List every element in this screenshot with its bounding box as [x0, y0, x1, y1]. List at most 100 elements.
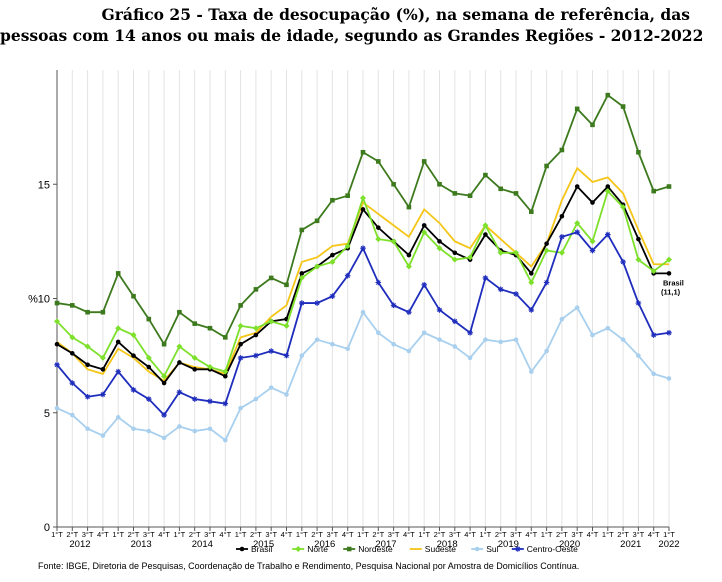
quarter-label: 3°T	[327, 530, 339, 539]
legend-marker	[346, 546, 352, 552]
point-norte	[513, 249, 519, 256]
point-norte	[176, 343, 183, 350]
chart-title-line2: pessoas com 14 anos ou mais de idade, se…	[0, 26, 704, 45]
quarter-label: 2°T	[128, 530, 140, 539]
point-norte	[558, 249, 565, 256]
point-centro-oeste	[589, 247, 596, 254]
point-centro-oeste	[176, 389, 183, 395]
point-brasil	[483, 232, 488, 237]
point-nordeste	[54, 300, 60, 306]
quarter-label: 1°T	[357, 530, 369, 539]
year-label: 2014	[192, 539, 213, 550]
point-norte	[666, 256, 672, 263]
point-norte	[314, 263, 321, 270]
y-tick-label: 10	[38, 294, 50, 306]
point-nordeste	[314, 218, 320, 224]
point-centro-oeste	[84, 393, 91, 400]
y-tick-label: 15	[38, 179, 50, 191]
point-sul	[223, 437, 228, 443]
point-sul	[406, 348, 412, 354]
point-centro-oeste	[635, 300, 642, 306]
point-centro-oeste	[406, 309, 412, 316]
point-brasil	[574, 184, 580, 189]
point-brasil	[70, 351, 75, 356]
point-norte	[467, 254, 474, 261]
quarter-label: 3°T	[265, 530, 277, 539]
point-centro-oeste	[650, 332, 657, 338]
point-centro-oeste	[559, 234, 565, 240]
point-nordeste	[498, 186, 503, 192]
point-nordeste	[513, 191, 519, 196]
quarter-label: 1°T	[663, 530, 675, 539]
point-norte	[344, 242, 351, 249]
point-nordeste	[345, 193, 350, 198]
point-sul	[314, 337, 320, 342]
point-norte	[191, 354, 198, 361]
point-norte	[482, 222, 489, 229]
point-sul	[437, 337, 442, 342]
quarter-label: 1°T	[51, 530, 63, 539]
point-brasil	[590, 200, 595, 205]
point-sul	[54, 405, 60, 411]
point-brasil	[437, 239, 442, 244]
point-centro-oeste	[344, 272, 351, 279]
point-sul	[605, 325, 611, 331]
point-nordeste	[406, 204, 412, 210]
point-brasil	[559, 213, 565, 219]
point-norte	[237, 322, 244, 329]
point-nordeste	[376, 159, 381, 164]
point-brasil	[330, 252, 335, 258]
point-sul	[284, 392, 289, 397]
point-brasil	[360, 207, 366, 212]
quarter-label: 1°T	[174, 530, 186, 539]
y-tick-label: 5	[44, 408, 50, 420]
point-sul	[483, 337, 488, 342]
point-nordeste	[131, 293, 136, 299]
source-note: Fonte: IBGE, Diretoria de Pesquisas, Coo…	[38, 561, 580, 571]
point-brasil	[666, 271, 672, 276]
point-sul	[146, 428, 152, 434]
quarter-label: 4°T	[403, 530, 415, 539]
point-sul	[345, 346, 351, 352]
quarter-label: 3°T	[204, 530, 216, 539]
point-centro-oeste	[237, 355, 244, 361]
point-sul	[100, 433, 106, 438]
quarter-label: 3°T	[143, 530, 155, 539]
year-label: 2017	[375, 539, 396, 550]
point-sul	[529, 369, 534, 374]
point-nordeste	[70, 303, 75, 308]
point-centro-oeste	[253, 352, 259, 359]
quarter-label: 4°T	[464, 530, 476, 539]
quarter-label: 4°T	[281, 530, 293, 539]
point-nordeste	[238, 303, 243, 308]
point-sul	[299, 353, 305, 358]
point-nordeste	[421, 159, 427, 164]
year-label: 2016	[314, 539, 335, 550]
legend-label: Sul	[486, 544, 498, 554]
year-label: 2019	[498, 539, 519, 550]
point-brasil	[253, 332, 259, 338]
point-norte	[360, 194, 366, 201]
point-sul	[253, 396, 259, 402]
point-centro-oeste	[375, 279, 382, 286]
point-centro-oeste	[390, 302, 397, 309]
point-sul	[452, 344, 458, 349]
point-norte	[268, 318, 275, 325]
year-label: 2013	[131, 539, 152, 550]
point-sul	[238, 405, 243, 411]
point-nordeste	[467, 193, 473, 198]
point-brasil	[452, 250, 458, 256]
point-brasil	[192, 367, 197, 372]
point-sul	[391, 341, 396, 347]
point-centro-oeste	[207, 398, 213, 405]
point-sul	[620, 337, 626, 342]
quarter-label: 1°T	[112, 530, 124, 539]
point-norte	[207, 364, 213, 371]
point-norte	[69, 334, 76, 341]
point-norte	[84, 343, 91, 350]
point-centro-oeste	[360, 245, 366, 252]
quarter-label: 3°T	[449, 530, 461, 539]
point-norte	[650, 268, 657, 275]
point-nordeste	[437, 181, 442, 187]
